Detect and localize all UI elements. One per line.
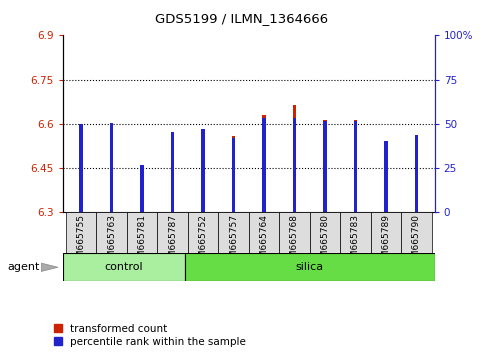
Bar <box>79 124 83 212</box>
FancyBboxPatch shape <box>279 212 310 253</box>
Bar <box>354 121 357 212</box>
Text: GSM665789: GSM665789 <box>382 215 390 269</box>
Bar <box>79 124 83 212</box>
Bar <box>201 132 205 212</box>
FancyBboxPatch shape <box>185 253 435 281</box>
Text: GSM665755: GSM665755 <box>77 215 85 269</box>
Text: GSM665763: GSM665763 <box>107 215 116 269</box>
Bar <box>262 118 266 212</box>
FancyBboxPatch shape <box>66 212 96 253</box>
Bar <box>140 169 144 212</box>
Text: GSM665768: GSM665768 <box>290 215 299 269</box>
Polygon shape <box>41 263 58 272</box>
Text: GSM665790: GSM665790 <box>412 215 421 269</box>
FancyBboxPatch shape <box>218 212 249 253</box>
Legend: transformed count, percentile rank within the sample: transformed count, percentile rank withi… <box>54 324 246 347</box>
Bar <box>293 118 296 212</box>
FancyBboxPatch shape <box>370 212 401 253</box>
Text: silica: silica <box>296 262 324 272</box>
Text: GSM665757: GSM665757 <box>229 215 238 269</box>
Text: GSM665783: GSM665783 <box>351 215 360 269</box>
FancyBboxPatch shape <box>401 212 432 253</box>
Bar <box>384 141 388 212</box>
Bar <box>170 132 174 212</box>
Bar <box>323 121 327 212</box>
Text: GSM665752: GSM665752 <box>199 215 208 269</box>
Bar <box>110 123 114 212</box>
Bar <box>110 123 114 212</box>
Text: GDS5199 / ILMN_1364666: GDS5199 / ILMN_1364666 <box>155 12 328 25</box>
Text: agent: agent <box>7 262 40 272</box>
Bar <box>414 135 418 212</box>
Bar <box>354 120 357 212</box>
Bar <box>232 136 235 212</box>
FancyBboxPatch shape <box>127 212 157 253</box>
Bar <box>232 138 235 212</box>
Text: GSM665764: GSM665764 <box>259 215 269 269</box>
Bar <box>170 133 174 212</box>
Bar <box>140 165 144 212</box>
FancyBboxPatch shape <box>96 212 127 253</box>
Bar <box>262 115 266 212</box>
Bar <box>201 129 205 212</box>
FancyBboxPatch shape <box>188 212 218 253</box>
FancyBboxPatch shape <box>340 212 370 253</box>
Text: GSM665780: GSM665780 <box>320 215 329 269</box>
FancyBboxPatch shape <box>157 212 188 253</box>
Bar <box>323 120 327 212</box>
Bar <box>293 105 296 212</box>
Bar <box>414 135 418 212</box>
Bar <box>384 162 388 212</box>
Text: GSM665787: GSM665787 <box>168 215 177 269</box>
Text: control: control <box>104 262 143 272</box>
Text: GSM665781: GSM665781 <box>138 215 146 269</box>
FancyBboxPatch shape <box>63 253 185 281</box>
FancyBboxPatch shape <box>310 212 340 253</box>
FancyBboxPatch shape <box>249 212 279 253</box>
